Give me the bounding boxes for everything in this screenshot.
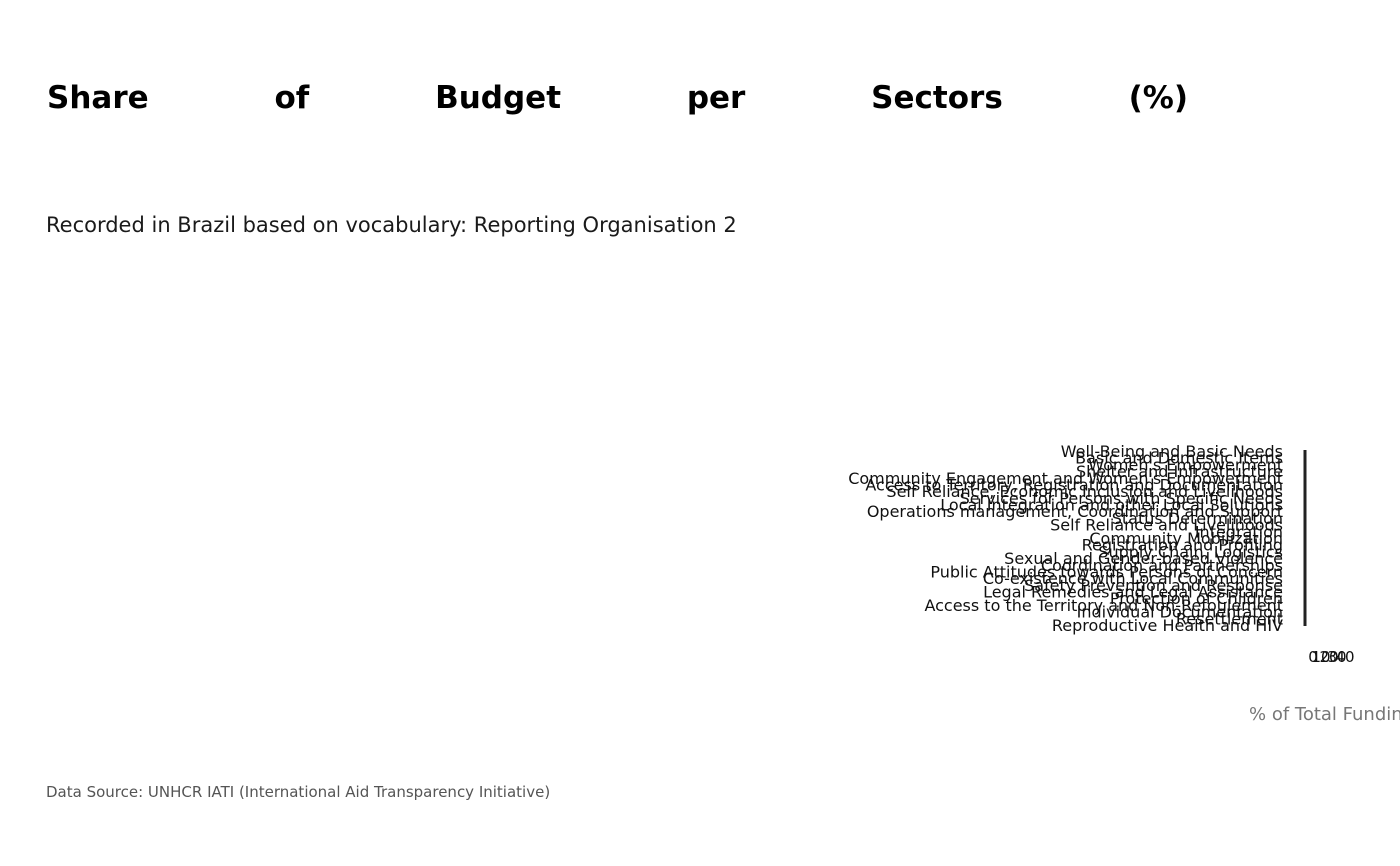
x-tick-label: 0 [1308, 648, 1318, 666]
x-tick-label: 40 [1335, 648, 1354, 666]
category-label-access-to-the-territory-and-non-refoulement: Access to the Territory and Non-Refoulem… [924, 596, 1283, 615]
category-label-reproductive-health-and-hiv: Reproductive Health and HIV [1052, 616, 1283, 635]
x-axis-label: % of Total Funding [1249, 704, 1400, 725]
category-label-protection-of-children: Protection of Children [1110, 589, 1283, 608]
category-label-well-being-and-basic-needs: Well-Being and Basic Needs [1061, 442, 1283, 461]
category-label-sexual-and-gender-based-violence: Sexual and Gender-based Violence [1004, 549, 1283, 568]
chart-title: Share of Budget per Sectors (%) [47, 80, 1188, 116]
category-label-women-s-empowerment: Women's Empowerment [1088, 455, 1283, 474]
category-label-status-determination: Status Determination [1112, 509, 1283, 528]
category-label-operations-management-coordination-and-support: Operations management, Coordination and … [867, 502, 1283, 521]
category-label-public-attitudes-towards-persons-of-concern: Public Attitudes towards Persons of Conc… [930, 562, 1283, 581]
category-label-self-reliance-and-livelihoods: Self Reliance and Livelihoods [1050, 516, 1283, 535]
category-label-basic-and-domestic-items: Basic and Domestic Items [1075, 449, 1283, 468]
category-label-community-engagement-and-women-s-empowerment: Community Engagement and Women's Empower… [848, 469, 1283, 488]
category-label-individual-documentation: Individual Documentation [1077, 603, 1283, 622]
category-label-access-to-territory-registration-and-documentation: Access to Territory, Registration and Do… [865, 475, 1283, 494]
category-label-coordination-and-partnerships: Coordination and Partnerships [1041, 556, 1283, 575]
category-label-safety-prevention-and-response: Safety Prevention and Response [1024, 576, 1283, 595]
category-label-integration: Integration [1195, 522, 1283, 541]
category-label-supply-chain-logistics: Supply Chain, Logistics [1098, 542, 1283, 561]
category-label-services-for-persons-with-specific-needs: Services for Persons with Specific Needs [960, 489, 1283, 508]
category-label-shelter-and-infrastructure: Shelter and Infrastructure [1076, 462, 1283, 481]
data-source-note: Data Source: UNHCR IATI (International A… [46, 783, 551, 801]
x-tick-label: 20 [1319, 648, 1338, 666]
category-label-local-integration-and-other-local-solutions: Local Integration and other Local Soluti… [940, 496, 1283, 515]
category-label-registration-and-profiling: Registration and Profiling [1082, 536, 1283, 555]
category-label-resettlement: Resettlement [1176, 609, 1283, 628]
x-tick-label: 10 [1311, 648, 1330, 666]
category-label-self-reliance-economic-inclusion-and-livelihoods: Self Reliance, Economic Inclusion and Li… [886, 482, 1283, 501]
category-label-legal-remedies-and-legal-assistance: Legal Remedies and Legal Assistance [983, 583, 1283, 602]
chart-subtitle: Recorded in Brazil based on vocabulary: … [46, 213, 737, 237]
category-label-co-existence-with-local-communities: Co-existence with Local Communities [983, 569, 1283, 588]
x-tick-label: 30 [1327, 648, 1346, 666]
category-label-community-mobilization: Community Mobilization [1089, 529, 1283, 548]
